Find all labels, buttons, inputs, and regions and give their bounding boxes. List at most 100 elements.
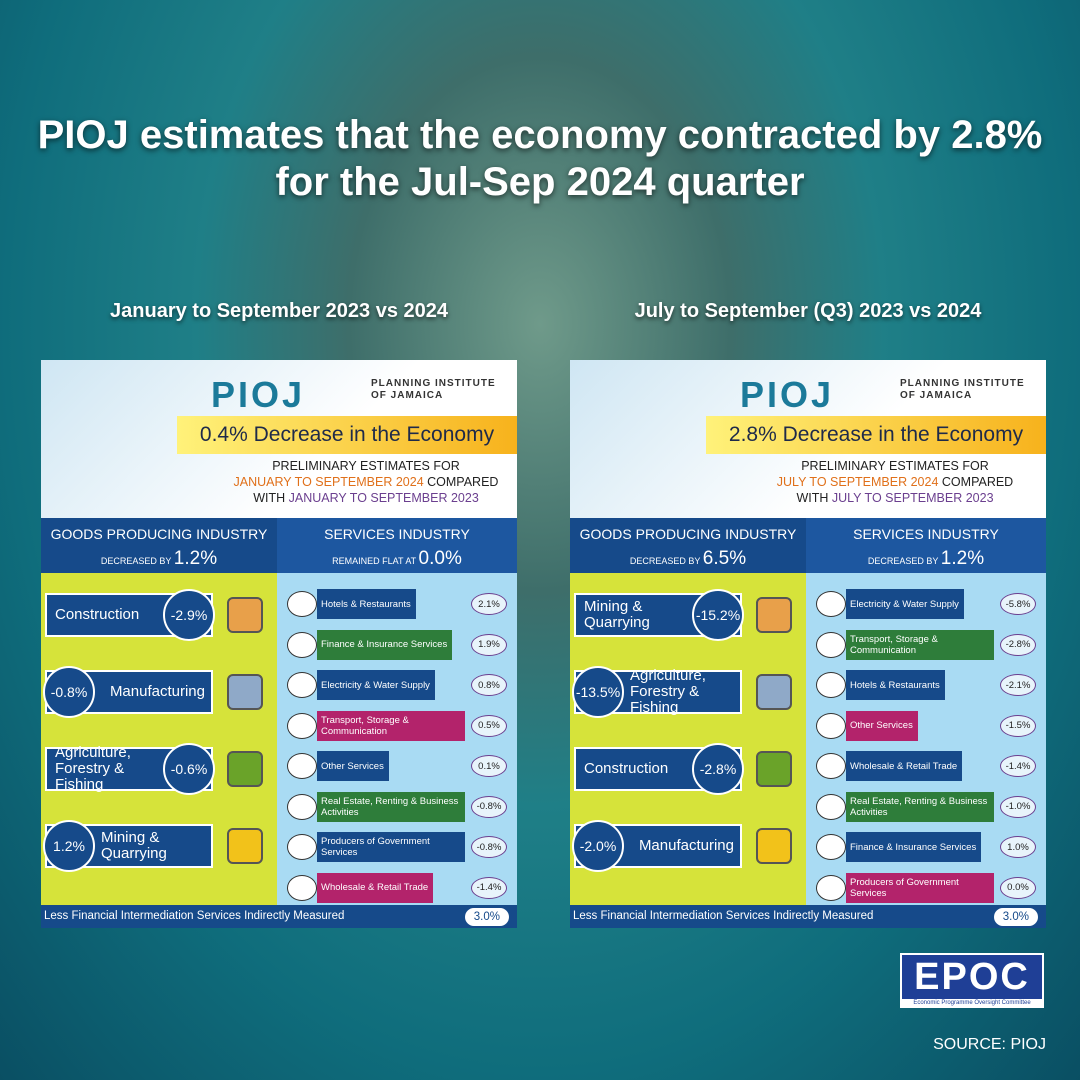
goods-value: -2.9% — [163, 589, 215, 641]
service-name: Transport, Storage & Communication — [317, 710, 465, 741]
service-icon — [287, 753, 317, 779]
subtitle-period: JULY TO SEPTEMBER 2023 — [831, 491, 994, 505]
service-value: 1.9% — [471, 633, 507, 656]
fisim-band: Less Financial Intermediation Services I… — [41, 905, 517, 928]
service-name: Producers of Government Services — [846, 872, 994, 903]
service-name: Electricity & Water Supply — [317, 670, 435, 700]
goods-value: -13.5% — [572, 666, 624, 718]
goods-area: Construction -2.9% Manufacturing -0.8% Agric… — [41, 573, 277, 905]
service-name: Transport, Storage & Communication — [846, 629, 994, 660]
service-value: -1.4% — [471, 876, 507, 899]
services-change: DECREASED BY 1.2% — [806, 548, 1046, 570]
service-value: 0.5% — [471, 714, 507, 737]
services-band: SERVICES INDUSTRY DECREASED BY 1.2% — [806, 518, 1046, 573]
goods-band: GOODS PRODUCING INDUSTRY DECREASED BY 1.2… — [41, 518, 277, 573]
services-area: Electricity & Water Supply -5.8% Transport… — [806, 573, 1046, 905]
fisim-label: Less Financial Intermediation Services I… — [44, 910, 345, 922]
service-icon — [816, 793, 846, 820]
service-icon — [287, 631, 317, 658]
service-value: -2.1% — [1000, 674, 1036, 696]
subtitle-period: JULY TO SEPTEMBER 2024 — [776, 475, 939, 489]
service-value: 2.1% — [471, 593, 507, 615]
service-name: Wholesale & Retail Trade — [317, 872, 434, 903]
fisim-value: 3.0% — [464, 908, 509, 926]
pioj-logo: PIOJ — [740, 374, 835, 415]
service-icon — [287, 834, 317, 860]
goods-band: GOODS PRODUCING INDUSTRY DECREASED BY 6.5… — [570, 518, 806, 573]
panel-heading: July to September (Q3) 2023 vs 2024 — [634, 300, 982, 322]
goods-name: Agriculture, Forestry & Fishing — [630, 667, 706, 716]
goods-change: DECREASED BY 1.2% — [41, 548, 277, 570]
goods-icon — [756, 828, 792, 864]
subtitle-text: WITH — [796, 491, 829, 505]
service-icon — [287, 793, 317, 820]
goods-name: Manufacturing — [109, 683, 205, 700]
subtitle-text: PRELIMINARY ESTIMATES FOR — [801, 459, 989, 473]
service-icon — [287, 874, 317, 901]
service-icon — [287, 672, 317, 698]
title: PIOJ estimates that the economy contract… — [37, 113, 1043, 204]
change-text: DECREASED BY — [867, 556, 939, 566]
subtitle-text: WITH — [253, 491, 286, 505]
goods-icon — [227, 751, 263, 787]
subtitle-text: PRELIMINARY ESTIMATES FOR — [272, 459, 460, 473]
goods-icon — [227, 597, 263, 633]
subtitle-period: JANUARY TO SEPTEMBER 2023 — [288, 491, 479, 505]
goods-name: Mining & Quarrying — [101, 829, 167, 862]
service-name: Real Estate, Renting & Business Activiti… — [846, 791, 994, 822]
service-value: -2.8% — [1000, 633, 1036, 656]
headline: 2.8% Decrease in the Economy — [706, 416, 1046, 454]
service-value: 0.1% — [471, 755, 507, 777]
goods-icon — [227, 828, 263, 864]
service-icon — [287, 712, 317, 739]
service-name: Other Services — [317, 751, 389, 781]
goods-icon — [756, 597, 792, 633]
service-icon — [816, 631, 846, 658]
fisim-label: Less Financial Intermediation Services I… — [573, 910, 874, 922]
goods-value: -15.2% — [692, 589, 744, 641]
goods-icon — [756, 751, 792, 787]
goods-label: GOODS PRODUCING INDUSTRY — [579, 526, 797, 542]
service-icon — [816, 712, 846, 739]
change-text: DECREASED BY — [629, 556, 701, 566]
panel-header: PIOJ PLANNING INSTITUTE OF JAMAICA 2.8% De… — [570, 360, 1046, 518]
service-icon — [816, 672, 846, 698]
pioj-logo: PIOJ — [211, 374, 306, 415]
service-icon — [816, 591, 846, 617]
service-icon — [816, 753, 846, 779]
goods-name: Construction — [55, 606, 140, 623]
goods-icon — [756, 674, 792, 710]
change-value: 6.5% — [702, 548, 747, 569]
subtitle: PRELIMINARY ESTIMATES FOR JANUARY TO SEPT… — [221, 458, 511, 506]
fisim-value: 3.0% — [993, 908, 1038, 926]
goods-value: 1.2% — [43, 820, 95, 872]
org-name: PLANNING INSTITUTE OF JAMAICA — [371, 378, 496, 401]
service-name: Finance & Insurance Services — [317, 629, 453, 660]
fisim-band: Less Financial Intermediation Services I… — [570, 905, 1046, 928]
brand-logo: EPOC Economic Programme Oversight Commit… — [900, 953, 1044, 1008]
goods-value: -2.8% — [692, 743, 744, 795]
service-icon — [287, 591, 317, 617]
services-label: SERVICES INDUSTRY — [324, 526, 470, 542]
org-name: PLANNING INSTITUTE OF JAMAICA — [900, 378, 1025, 401]
goods-value: -0.8% — [43, 666, 95, 718]
change-value: 1.2% — [940, 548, 985, 569]
panel: PIOJ PLANNING INSTITUTE OF JAMAICA 2.8% De… — [570, 360, 1046, 928]
service-value: 0.8% — [471, 674, 507, 696]
service-name: Electricity & Water Supply — [846, 589, 964, 619]
panel-heading: January to September 2023 vs 2024 — [110, 300, 448, 322]
services-area: Hotels & Restaurants 2.1% Finance & Insura… — [277, 573, 517, 905]
source: SOURCE: PIOJ — [933, 1036, 1046, 1053]
change-text: DECREASED BY — [100, 556, 172, 566]
change-value: 1.2% — [173, 548, 218, 569]
goods-icon — [227, 674, 263, 710]
goods-area: Mining & Quarrying -15.2% Agriculture, For… — [570, 573, 806, 905]
service-name: Finance & Insurance Services — [846, 832, 982, 862]
service-value: 0.0% — [1000, 876, 1036, 899]
services-change: REMAINED FLAT AT 0.0% — [277, 548, 517, 570]
goods-name: Mining & Quarrying — [584, 598, 650, 631]
service-value: -1.0% — [1000, 795, 1036, 818]
goods-name: Construction — [584, 760, 669, 777]
subtitle-text: COMPARED — [427, 475, 499, 489]
goods-name: Agriculture, Forestry & Fishing — [55, 744, 131, 793]
